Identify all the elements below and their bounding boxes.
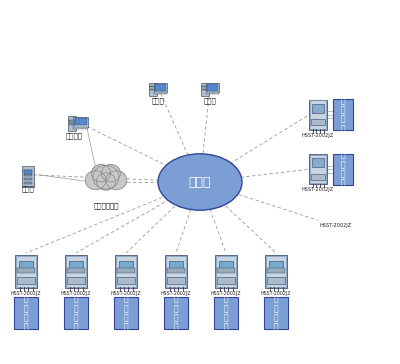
Circle shape — [85, 171, 106, 190]
FancyBboxPatch shape — [24, 170, 32, 172]
FancyBboxPatch shape — [310, 119, 326, 125]
FancyBboxPatch shape — [114, 297, 138, 329]
Circle shape — [106, 171, 127, 190]
FancyBboxPatch shape — [68, 116, 76, 131]
FancyBboxPatch shape — [154, 92, 167, 94]
FancyBboxPatch shape — [149, 83, 156, 96]
FancyBboxPatch shape — [206, 83, 219, 92]
FancyBboxPatch shape — [206, 92, 219, 94]
FancyBboxPatch shape — [333, 154, 353, 185]
Text: HSST-2002JZ: HSST-2002JZ — [111, 291, 141, 296]
FancyBboxPatch shape — [164, 297, 188, 329]
Ellipse shape — [158, 154, 242, 210]
FancyBboxPatch shape — [165, 255, 187, 288]
Text: HSST-2002JZ: HSST-2002JZ — [11, 291, 41, 296]
FancyBboxPatch shape — [119, 261, 133, 270]
FancyBboxPatch shape — [202, 86, 207, 87]
FancyBboxPatch shape — [65, 255, 87, 288]
Circle shape — [93, 165, 119, 189]
FancyBboxPatch shape — [73, 127, 88, 129]
FancyBboxPatch shape — [214, 297, 238, 329]
Circle shape — [101, 165, 120, 182]
FancyBboxPatch shape — [169, 261, 183, 270]
FancyBboxPatch shape — [217, 277, 235, 284]
FancyBboxPatch shape — [24, 178, 32, 180]
Text: 主干网: 主干网 — [189, 175, 211, 189]
FancyBboxPatch shape — [202, 89, 207, 90]
FancyBboxPatch shape — [24, 170, 32, 174]
FancyBboxPatch shape — [17, 268, 35, 273]
FancyBboxPatch shape — [312, 104, 324, 113]
FancyBboxPatch shape — [75, 118, 87, 126]
Text: 现
场
设
备: 现 场 设 备 — [340, 96, 345, 133]
FancyBboxPatch shape — [215, 255, 237, 288]
FancyBboxPatch shape — [265, 255, 287, 288]
FancyBboxPatch shape — [150, 86, 155, 87]
FancyBboxPatch shape — [267, 277, 285, 284]
FancyBboxPatch shape — [310, 174, 326, 180]
FancyBboxPatch shape — [150, 89, 155, 90]
Text: HSST-2002JZ: HSST-2002JZ — [61, 291, 91, 296]
FancyBboxPatch shape — [69, 120, 75, 122]
FancyBboxPatch shape — [312, 158, 324, 167]
FancyBboxPatch shape — [309, 154, 327, 184]
Text: 生产部: 生产部 — [152, 97, 164, 104]
FancyBboxPatch shape — [67, 277, 85, 284]
FancyBboxPatch shape — [207, 84, 218, 91]
FancyBboxPatch shape — [201, 83, 208, 96]
FancyBboxPatch shape — [115, 255, 137, 288]
FancyBboxPatch shape — [24, 174, 32, 176]
FancyBboxPatch shape — [333, 99, 353, 130]
FancyBboxPatch shape — [24, 182, 32, 184]
FancyBboxPatch shape — [22, 166, 34, 187]
Text: HSST-2002JZ: HSST-2002JZ — [320, 223, 352, 228]
FancyBboxPatch shape — [15, 255, 37, 288]
Text: 现
场
设
备: 现 场 设 备 — [340, 151, 345, 188]
Text: 现
场
设
备: 现 场 设 备 — [124, 294, 128, 332]
FancyBboxPatch shape — [117, 277, 135, 284]
FancyBboxPatch shape — [117, 268, 135, 273]
Text: HSST-2002JZ: HSST-2002JZ — [302, 133, 334, 138]
FancyBboxPatch shape — [73, 116, 88, 127]
Text: HSST-2002JZ: HSST-2002JZ — [302, 187, 334, 193]
FancyBboxPatch shape — [154, 83, 167, 92]
FancyBboxPatch shape — [167, 277, 185, 284]
Circle shape — [92, 165, 111, 182]
Text: 现
场
设
备: 现 场 设 备 — [74, 294, 78, 332]
Text: 服务器: 服务器 — [22, 185, 34, 192]
FancyBboxPatch shape — [69, 261, 83, 270]
FancyBboxPatch shape — [219, 261, 233, 270]
FancyBboxPatch shape — [167, 268, 185, 273]
FancyBboxPatch shape — [17, 277, 35, 284]
FancyBboxPatch shape — [155, 84, 166, 91]
FancyBboxPatch shape — [69, 123, 75, 125]
FancyBboxPatch shape — [67, 268, 85, 273]
Text: 管理终端: 管理终端 — [66, 133, 82, 139]
FancyBboxPatch shape — [269, 261, 283, 270]
Circle shape — [96, 173, 116, 190]
Text: 计量处: 计量处 — [204, 97, 216, 104]
FancyBboxPatch shape — [267, 268, 285, 273]
FancyBboxPatch shape — [309, 100, 327, 130]
Text: 现
场
设
备: 现 场 设 备 — [224, 294, 228, 332]
FancyBboxPatch shape — [264, 297, 288, 329]
Text: 数据中心子网: 数据中心子网 — [93, 202, 119, 209]
FancyBboxPatch shape — [217, 268, 235, 273]
Text: 现
场
设
备: 现 场 设 备 — [174, 294, 178, 332]
Text: HSST-2002JZ: HSST-2002JZ — [211, 291, 241, 296]
Text: 现
场
设
备: 现 场 设 备 — [274, 294, 278, 332]
Text: HSST-2002JZ: HSST-2002JZ — [161, 291, 191, 296]
Text: 现
场
设
备: 现 场 设 备 — [24, 294, 28, 332]
FancyBboxPatch shape — [19, 261, 33, 270]
Text: HSST-2002JZ: HSST-2002JZ — [261, 291, 291, 296]
FancyBboxPatch shape — [64, 297, 88, 329]
FancyBboxPatch shape — [14, 297, 38, 329]
